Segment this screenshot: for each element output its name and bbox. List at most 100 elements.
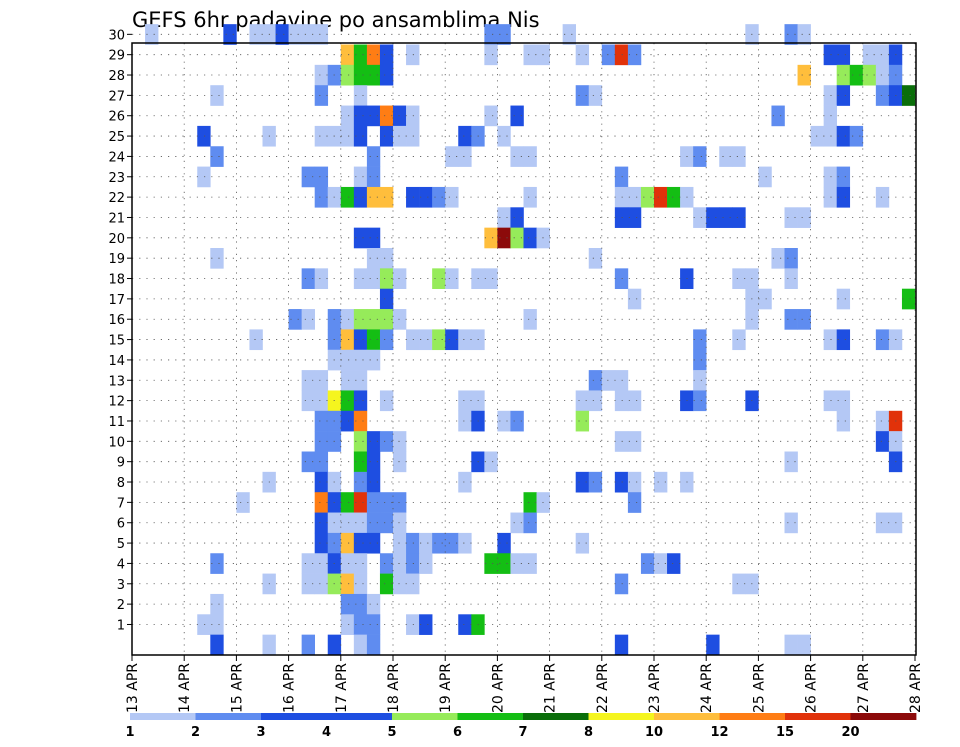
heatmap-cell xyxy=(823,390,837,412)
heatmap-cell xyxy=(654,553,668,574)
heatmap-cell xyxy=(510,105,524,127)
heatmap-cell xyxy=(366,248,381,269)
heatmap-cell xyxy=(301,268,315,289)
heatmap-cell xyxy=(393,125,407,147)
heatmap-cell xyxy=(340,64,355,86)
heatmap-cell xyxy=(510,410,524,432)
heatmap-cell xyxy=(693,390,707,412)
heatmap-cell xyxy=(314,166,329,188)
colorbar-swatch xyxy=(392,713,458,720)
heatmap-cell xyxy=(771,105,785,127)
x-tick-label: 18 APR xyxy=(386,663,402,713)
heatmap-cell xyxy=(784,24,798,45)
colorbar-swatch xyxy=(195,713,262,720)
heatmap-cell xyxy=(379,390,394,412)
heatmap-cell xyxy=(393,512,407,534)
heatmap-cell xyxy=(510,512,524,534)
heatmap-cell xyxy=(732,268,746,289)
heatmap-cell xyxy=(836,186,851,208)
heatmap-cell xyxy=(627,288,642,310)
heatmap-cell xyxy=(314,268,329,289)
heatmap-cell xyxy=(314,573,329,595)
heatmap-cell xyxy=(379,268,394,289)
heatmap-cell xyxy=(249,329,263,351)
heatmap-cell xyxy=(340,186,355,208)
heatmap-cell xyxy=(366,146,381,167)
heatmap-cell xyxy=(497,24,511,45)
heatmap-cell xyxy=(314,492,329,513)
heatmap-cell xyxy=(523,309,537,330)
heatmap-cell xyxy=(823,85,837,106)
y-tick-label: 6 xyxy=(117,517,125,532)
heatmap-cell xyxy=(314,410,329,432)
heatmap-cell xyxy=(836,64,851,86)
heatmap-cell xyxy=(484,451,498,473)
heatmap-cell xyxy=(732,146,746,167)
heatmap-cell xyxy=(406,532,420,554)
x-tick-label: 23 APR xyxy=(647,663,663,713)
y-tick-label: 28 xyxy=(108,69,125,84)
heatmap-cell xyxy=(366,512,381,534)
heatmap-cell xyxy=(340,105,355,127)
heatmap-cell xyxy=(601,370,616,391)
heatmap-cell xyxy=(510,207,524,228)
heatmap-cell xyxy=(353,573,368,595)
heatmap-cell xyxy=(379,512,394,534)
heatmap-cell xyxy=(379,288,394,310)
heatmap-cell xyxy=(419,186,433,208)
heatmap-cell xyxy=(640,553,655,574)
dotted-grid xyxy=(131,33,916,655)
colorbar-label: 15 xyxy=(776,725,794,740)
y-tick-label: 10 xyxy=(108,435,125,450)
heatmap-cell xyxy=(327,634,342,656)
heatmap-cell xyxy=(523,227,537,249)
heatmap-cell xyxy=(784,207,798,228)
heatmap-cell xyxy=(353,553,368,574)
heatmap-cell xyxy=(288,309,302,330)
heatmap-cell xyxy=(301,451,315,473)
heatmap-cell xyxy=(458,146,472,167)
heatmap-cell xyxy=(836,44,851,66)
heatmap-cell xyxy=(366,634,381,656)
heatmap-cell xyxy=(301,390,315,412)
heatmap-cell xyxy=(575,85,590,106)
heatmap-cell xyxy=(340,390,355,412)
y-tick-label: 7 xyxy=(117,496,125,511)
heatmap-cell xyxy=(314,390,329,412)
heatmap-cell xyxy=(588,390,603,412)
y-tick-label: 24 xyxy=(108,150,125,165)
heatmap-cell xyxy=(353,634,368,656)
heatmap-cell xyxy=(340,370,355,391)
heatmap-cell xyxy=(353,268,368,289)
heatmap-cell xyxy=(366,451,381,473)
heatmap-cell xyxy=(497,125,511,147)
heatmap-cell xyxy=(314,64,329,86)
heatmap-cell xyxy=(353,309,368,330)
heatmap-cell xyxy=(719,207,733,228)
heatmap-cell xyxy=(588,370,603,391)
heatmap-cell xyxy=(667,186,681,208)
heatmap-cell xyxy=(314,431,329,452)
heatmap-cell xyxy=(614,370,629,391)
heatmap-cell xyxy=(197,166,211,188)
y-tick-label: 18 xyxy=(108,273,125,288)
heatmap-cell xyxy=(784,309,798,330)
heatmap-cell xyxy=(445,329,459,351)
heatmap-cell xyxy=(706,634,720,656)
heatmap-cell xyxy=(667,553,681,574)
heatmap-cell xyxy=(693,329,707,351)
heatmap-cell xyxy=(562,24,576,45)
heatmap-cell xyxy=(784,268,798,289)
heatmap-cell xyxy=(366,431,381,452)
heatmap-cell xyxy=(366,349,381,371)
colorbar-swatch xyxy=(523,713,589,720)
y-tick-label: 2 xyxy=(117,598,125,613)
colorbar-label: 12 xyxy=(710,725,728,740)
heatmap-cell xyxy=(406,573,420,595)
heatmap-cell xyxy=(575,471,590,493)
heatmap-cell xyxy=(197,614,211,635)
heatmap-cell xyxy=(301,573,315,595)
colorbar-label: 8 xyxy=(584,725,593,740)
heatmap-cell xyxy=(340,593,355,615)
heatmap-cell xyxy=(340,309,355,330)
